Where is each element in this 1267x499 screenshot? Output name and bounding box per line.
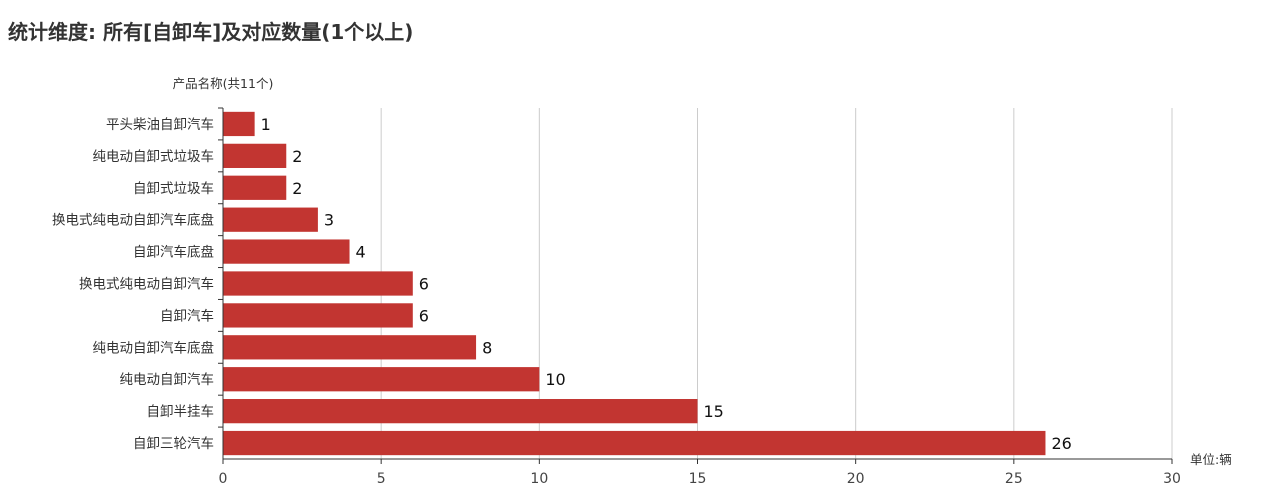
x-axis-ticks: 0 5 10 15 20 25 30 [219,459,1181,487]
category-label: 纯电动自卸汽车底盘 [93,339,215,356]
bar-value-label: 10 [545,370,565,389]
bar-value-label: 1 [261,115,271,134]
x-tick-label: 15 [689,471,707,487]
x-tick-label: 0 [219,471,228,487]
x-tick-label: 25 [1005,471,1023,487]
category-label: 自卸式垃圾车 [133,180,214,197]
bar [223,367,540,392]
bar [223,399,698,424]
x-axis-unit-label: 单位:辆 [1190,452,1232,467]
bar [223,239,350,264]
x-tick-label: 30 [1163,471,1181,487]
x-tick-label: 20 [847,471,865,487]
bar [223,335,477,360]
bar-value-label: 2 [292,179,302,198]
bar-value-label: 2 [292,147,302,166]
category-label: 平头柴油自卸汽车 [106,116,214,133]
bar-value-label: 6 [419,306,429,325]
category-label: 自卸汽车 [160,307,214,324]
bars [223,111,1046,456]
category-labels: 平头柴油自卸汽车纯电动自卸式垃圾车自卸式垃圾车换电式纯电动自卸汽车底盘自卸汽车底… [52,107,223,452]
bar [223,111,255,137]
bar-value-label: 6 [419,275,429,294]
x-tick-label: 10 [530,471,548,487]
bar-value-label: 26 [1051,434,1071,453]
bar-value-label: 4 [356,243,366,262]
x-tick-label: 5 [377,471,386,487]
bar [223,143,287,168]
bar [223,207,318,232]
bar-value-label: 3 [324,211,334,230]
category-label: 自卸汽车底盘 [133,244,214,261]
bar-value-label: 8 [482,338,492,357]
category-label: 纯电动自卸汽车 [120,371,215,388]
category-label: 自卸半挂车 [147,403,215,420]
bar [223,430,1046,456]
category-label: 换电式纯电动自卸汽车 [79,276,214,293]
category-label: 纯电动自卸式垃圾车 [93,148,215,165]
bar [223,271,413,296]
bar [223,303,413,328]
bar-value-label: 15 [704,402,724,421]
y-axis-label: 产品名称(共11个) [173,76,274,91]
category-label: 换电式纯电动自卸汽车底盘 [52,212,214,229]
chart-title: 统计维度: 所有[自卸车]及对应数量(1个以上) [8,20,414,44]
category-label: 自卸三轮汽车 [133,435,214,452]
grid-lines [380,108,1173,459]
bar [223,175,287,200]
value-labels: 1 2 2 3 4 6 6 8 10 15 26 [261,115,1072,453]
